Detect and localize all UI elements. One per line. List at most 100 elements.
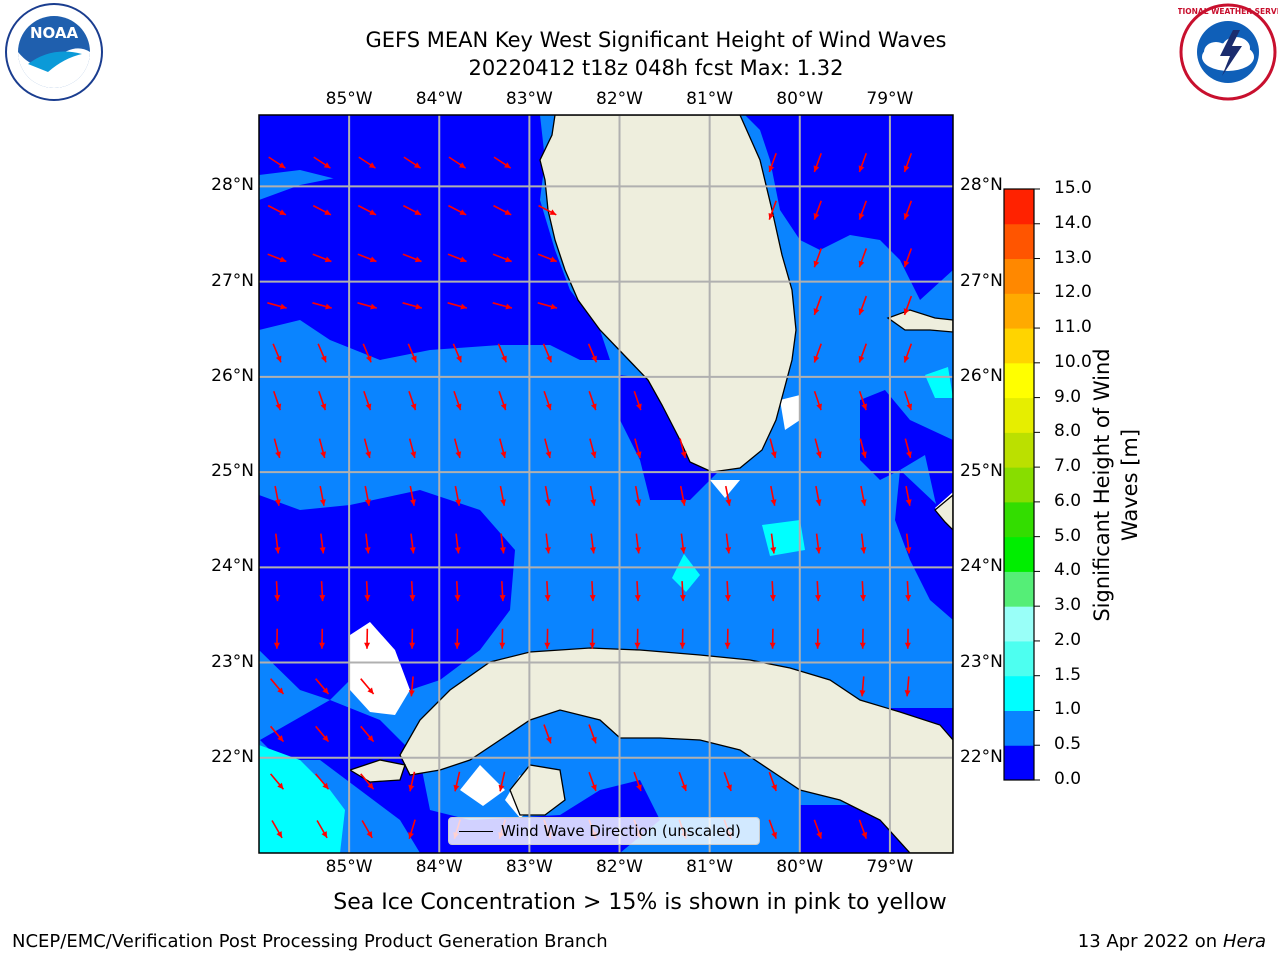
noaa-logo: NOAA [5,3,103,101]
wave-direction-arrow [312,302,332,310]
wave-direction-arrow [360,678,375,695]
wave-direction-arrow [358,156,376,169]
wave-direction-arrow [588,390,597,411]
wave-direction-arrow [634,581,641,602]
colorbar-tick-label: 11.0 [1054,317,1092,338]
wave-direction-arrow [858,819,868,839]
wave-direction-arrow [859,438,867,459]
sea-ice-note: Sea Ice Concentration > 15% is shown in … [333,890,947,915]
wave-direction-arrow [858,295,868,316]
wave-direction-arrow [408,390,417,411]
lon-tick-label: 79°W [866,857,914,877]
wave-direction-arrow [634,628,641,649]
wave-direction-arrow [770,485,777,506]
wave-direction-arrow [634,438,642,459]
lat-tick-label: 23°N [960,651,1003,672]
bahamas-grand [886,309,953,333]
wave-direction-arrow [269,725,285,743]
wave-direction-arrow [859,628,866,649]
wave-direction-arrow [499,533,506,554]
lon-tick-label: 81°W [686,857,734,877]
lon-tick-label: 84°W [415,89,463,109]
wave-direction-arrow [633,390,642,411]
wave-direction-arrow [408,438,417,459]
wave-direction-arrow [813,295,822,316]
masked-region-fl-keys [710,480,740,498]
wave-direction-arrow [814,438,822,459]
wave-direction-arrow [858,200,868,220]
land-masses [348,115,953,853]
wave-direction-arrow [408,819,416,839]
wave-direction-arrow [679,581,686,602]
lon-tick-label: 85°W [325,857,373,877]
wave-direction-arrow [315,725,330,743]
wave-direction-arrow [454,628,461,649]
wave-direction-arrow [272,343,282,363]
low-wave-region-fl-bay [620,375,720,500]
wave-direction-arrow [357,204,377,216]
wave-direction-arrow [274,533,281,554]
wave-direction-arrow [905,533,912,554]
wave-direction-arrow [679,485,687,506]
wave-direction-arrow [363,438,372,459]
footer-date-text: 13 Apr 2022 on [1077,931,1223,952]
wave-direction-arrow [319,581,326,602]
noaa-logo-text: NOAA [30,24,79,42]
wave-direction-arrow [497,343,507,363]
low-wave-region-ne [745,115,953,300]
wave-direction-arrow [860,533,867,554]
nws-logo: NATIONAL WEATHER SERVICE [1178,3,1278,101]
wave-direction-arrow [403,156,422,169]
lon-tick-label: 82°W [596,89,643,109]
chart-subtitle: 20220412 t18z 048h fcst Max: 1.32 [468,56,844,80]
wave-direction-arrow [267,204,287,216]
lat-tick-label: 24°N [211,556,254,577]
wave-direction-arrow [317,343,327,363]
low-wave-region-north [259,115,610,360]
colorbar-tick-label: 2.0 [1054,629,1082,650]
wave-direction-arrow [408,676,415,697]
lon-tick-label: 84°W [415,857,463,877]
lon-tick-label: 79°W [866,89,914,109]
wave-direction-arrow [538,204,557,216]
wave-direction-arrow [858,152,868,173]
wave-direction-arrow [364,485,371,506]
lat-tick-label: 24°N [960,556,1003,577]
wave-direction-arrow [544,533,551,554]
wave-direction-arrow [903,295,913,316]
wave-direction-arrow [813,819,822,839]
wave-direction-arrow [402,302,423,310]
wave-direction-arrow [635,533,642,554]
wave-direction-arrow [452,343,462,363]
wave-direction-arrow [447,302,468,310]
wave-direction-arrow [813,248,822,268]
wave-direction-arrow [589,485,597,506]
map-frame [258,114,954,854]
wave-direction-arrow [315,773,330,790]
wave-direction-arrow [315,678,330,695]
wave-direction-arrow [904,628,911,649]
wave-direction-arrow [357,253,377,263]
wave-direction-arrow [357,302,378,310]
wave-direction-arrow [454,581,461,602]
colorbar-tick-label: 6.0 [1054,490,1082,511]
lat-tick-label: 22°N [960,746,1003,767]
wave-direction-arrow [589,438,597,459]
map-legend: Wind Wave Direction (unscaled) [448,817,760,845]
lat-tick-label: 27°N [960,270,1003,291]
wave-direction-arrow [905,485,912,506]
masked-region-cuba-west [460,765,505,806]
wave-direction-arrow [318,438,327,459]
wave-direction-arrow [364,581,371,602]
colorbar-tick-label: 13.0 [1054,247,1092,268]
wave-direction-arrow [768,771,777,792]
wave-direction-arrow [544,485,552,506]
colorbar-tick-label: 7.0 [1054,456,1082,477]
wave-direction-arrow [274,485,281,506]
wave-direction-arrow [768,819,777,839]
colorbar-tick-label: 1.0 [1054,699,1082,720]
wave-direction-arrow [271,820,283,839]
wave-direction-arrow [453,438,462,459]
wave-direction-arrow [498,438,507,459]
masked-region-fl-east [780,395,800,430]
